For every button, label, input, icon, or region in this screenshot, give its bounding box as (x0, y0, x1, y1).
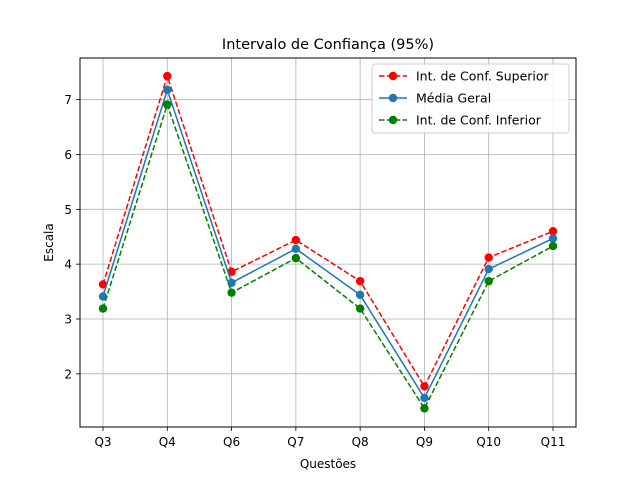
chart-title: Intervalo de Confiança (95%) (222, 37, 434, 53)
y-axis-label: Escala (42, 223, 56, 261)
data-point-int-de-conf-inferior (548, 241, 558, 251)
legend-marker (388, 93, 398, 103)
legend-label: Int. de Conf. Superior (416, 69, 550, 84)
y-tick-label: 2 (64, 367, 72, 381)
series-line-int-de-conf-superior (102, 73, 554, 388)
x-tick-label: Q7 (287, 435, 304, 449)
data-point-int-de-conf-inferior (355, 304, 365, 313)
ticks: Q3 Q4 Q6 Q7 Q8 Q9 Q10 Q11 2 3 4 5 6 7 (64, 93, 565, 449)
x-tick-label: Q10 (476, 435, 501, 449)
legend-label: Int. de Conf. Inferior (416, 113, 542, 128)
data-point-int-de-conf-inferior (227, 288, 236, 297)
y-tick-label: 3 (64, 312, 72, 326)
legend: Int. de Conf. Superior Média Geral Int. de… (371, 63, 570, 134)
data-point-m-dia-geral (98, 292, 108, 301)
data-point-int-de-conf-superior (98, 280, 108, 289)
data-point-int-de-conf-inferior (163, 100, 172, 109)
x-axis-label: Questões (300, 457, 356, 471)
data-point-int-de-conf-inferior (420, 404, 429, 413)
x-tick-label: Q4 (159, 435, 176, 449)
data-point-int-de-conf-superior (420, 382, 429, 391)
y-tick-label: 4 (64, 258, 72, 272)
data-point-int-de-conf-superior (355, 276, 365, 286)
series-line-int-de-conf-inferior (102, 102, 554, 410)
data-point-int-de-conf-superior (484, 253, 493, 262)
data-point-m-dia-geral (548, 234, 558, 243)
plot-frame (79, 57, 577, 428)
data-point-int-de-conf-superior (291, 235, 301, 245)
x-tick-label: Q6 (223, 435, 240, 449)
y-tick-label: 5 (64, 203, 72, 217)
x-tick-label: Q8 (352, 435, 369, 449)
legend-label: Média Geral (416, 91, 491, 106)
x-tick-label: Q9 (416, 435, 433, 449)
legend-marker (388, 115, 398, 125)
y-tick-label: 6 (64, 148, 72, 162)
x-tick-label: Q3 (94, 435, 111, 449)
data-point-int-de-conf-inferior (484, 276, 493, 286)
series-line-m-dia-geral (102, 87, 554, 400)
legend-box (371, 63, 570, 134)
data-point-m-dia-geral (355, 290, 365, 300)
x-tick-label: Q11 (541, 435, 566, 449)
data-point-int-de-conf-inferior (98, 304, 108, 313)
data-point-int-de-conf-superior (227, 267, 236, 277)
series-layer (98, 71, 558, 413)
data-point-int-de-conf-inferior (291, 253, 301, 263)
data-point-m-dia-geral (291, 244, 301, 254)
data-point-m-dia-geral (420, 393, 429, 403)
data-point-m-dia-geral (163, 85, 172, 95)
data-point-m-dia-geral (484, 264, 493, 274)
data-point-int-de-conf-superior (163, 71, 172, 81)
data-point-int-de-conf-superior (548, 227, 558, 236)
y-tick-label: 7 (64, 93, 72, 107)
legend-marker (388, 71, 398, 81)
